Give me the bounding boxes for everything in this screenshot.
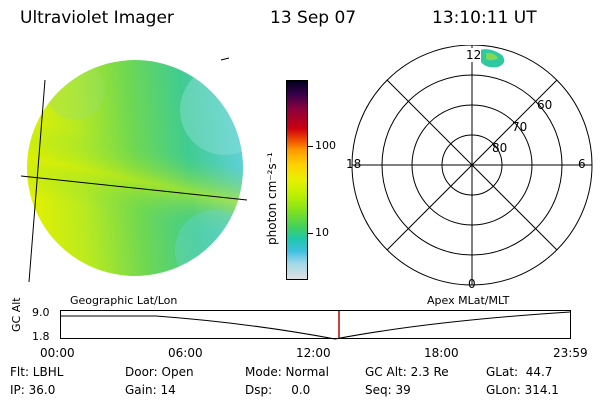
status-door: Door: Open [125, 365, 194, 379]
colorbar [286, 80, 308, 280]
mlt-label-6: 6 [578, 157, 586, 171]
status-ip: IP: 36.0 [10, 383, 56, 397]
x-tick-2359: 23:59 [553, 346, 588, 360]
status-glat: GLat: 44.7 [486, 365, 553, 379]
mlt-label-0: 0 [468, 277, 476, 291]
geographic-label: Geographic Lat/Lon [70, 294, 178, 307]
status-dsp: Dsp: 0.0 [245, 383, 311, 397]
status-mode: Mode: Normal [245, 365, 329, 379]
colorbar-unit-label: photon cm⁻²s⁻¹ [265, 152, 279, 245]
status-glon: GLon: 314.1 [486, 383, 559, 397]
altitude-timeline [60, 310, 571, 340]
uv-earth-image [20, 57, 248, 283]
y-tick-9: 9.0 [32, 306, 50, 319]
mlat-label-70: 70 [512, 120, 528, 134]
status-seq: Seq: 39 [365, 383, 411, 397]
mlt-label-12: 12 [466, 48, 482, 62]
mlt-label-18: 18 [346, 157, 362, 171]
x-tick-1200: 12:00 [296, 346, 331, 360]
polar-mlt-plot [351, 45, 593, 286]
y-tick-1-8: 1.8 [32, 330, 50, 343]
mlat-label-80: 80 [492, 141, 508, 155]
app-title: Ultraviolet Imager [20, 8, 174, 28]
gc-alt-axis-title: GC Alt [10, 297, 23, 332]
mlat-label-60: 60 [537, 98, 553, 112]
altitude-curve [61, 311, 571, 340]
status-gc-alt: GC Alt: 2.3 Re [365, 365, 449, 379]
time-label: 13:10:11 UT [432, 8, 537, 28]
latitude-line [20, 175, 248, 201]
colorbar-tick-10: 10 [315, 226, 329, 239]
x-tick-1800: 18:00 [424, 346, 459, 360]
apex-label: Apex MLat/MLT [427, 294, 510, 307]
status-filter: Flt: LBHL [10, 365, 64, 379]
longitude-line [28, 79, 46, 283]
colorbar-tick-100: 100 [315, 139, 336, 152]
x-tick-0000: 00:00 [40, 346, 75, 360]
x-tick-0600: 06:00 [168, 346, 203, 360]
date-label: 13 Sep 07 [270, 8, 357, 28]
status-gain: Gain: 14 [125, 383, 176, 397]
